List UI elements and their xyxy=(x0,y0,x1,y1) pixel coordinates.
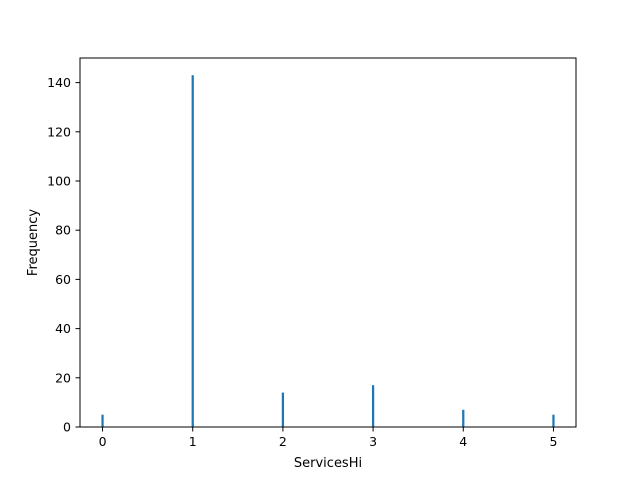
bar-5 xyxy=(552,414,555,427)
x-tick-label-3: 3 xyxy=(369,434,377,449)
y-tick-label-140: 140 xyxy=(47,75,71,90)
y-tick-label-40: 40 xyxy=(55,321,71,336)
x-tick-label-4: 4 xyxy=(459,434,467,449)
x-axis-label: ServicesHi xyxy=(294,456,362,471)
y-tick-label-60: 60 xyxy=(55,272,71,287)
y-axis-ticks: 0 20 40 60 80 100 120 140 xyxy=(47,75,80,435)
y-axis-label: Frequency xyxy=(26,209,41,276)
bar-4 xyxy=(462,409,465,427)
bar-0 xyxy=(101,414,104,427)
y-tick-label-80: 80 xyxy=(55,223,71,238)
bar-1 xyxy=(191,75,194,427)
y-tick-label-120: 120 xyxy=(47,124,71,139)
x-tick-label-1: 1 xyxy=(189,434,197,449)
y-tick-label-100: 100 xyxy=(47,174,71,189)
bar-3 xyxy=(371,385,375,427)
plot-area-frame xyxy=(79,57,577,428)
bar-2 xyxy=(281,392,285,427)
x-axis-ticks: 0 1 2 3 4 5 xyxy=(99,427,557,449)
y-tick-label-20: 20 xyxy=(55,370,71,385)
y-tick-label-0: 0 xyxy=(63,420,71,435)
x-tick-label-2: 2 xyxy=(279,434,287,449)
x-tick-label-5: 5 xyxy=(549,434,557,449)
bars-group xyxy=(101,75,555,427)
x-tick-label-0: 0 xyxy=(99,434,107,449)
